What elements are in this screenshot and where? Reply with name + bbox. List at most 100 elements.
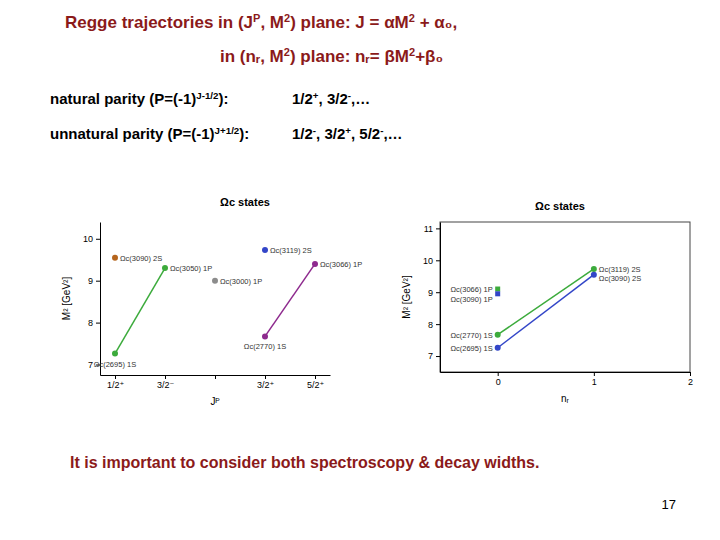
footer: It is important to consider both spectro… bbox=[70, 454, 539, 471]
y-axis-line bbox=[100, 223, 101, 376]
text-run: in (nᵣ, M bbox=[220, 47, 284, 66]
point-label: Ωc(3090) 2S bbox=[120, 254, 162, 263]
plot-area bbox=[495, 266, 597, 351]
y-tick: 9 bbox=[88, 276, 100, 286]
x-tick: 5/2⁺ bbox=[307, 375, 325, 390]
text-run: , M bbox=[260, 13, 284, 32]
text-run: + α₀, bbox=[415, 13, 457, 32]
text-run: ): bbox=[239, 125, 249, 142]
series-line bbox=[498, 275, 594, 348]
x-axis-title: Jᴾ bbox=[210, 396, 219, 407]
x-tick-label: 3/2⁻ bbox=[157, 380, 175, 390]
x-tick-mark bbox=[315, 375, 316, 379]
text-run: +β₀ bbox=[415, 47, 443, 66]
superscript: J+1/2 bbox=[215, 125, 240, 136]
data-point bbox=[312, 261, 318, 267]
y-tick: 8 bbox=[428, 320, 440, 330]
text-run: ,… bbox=[351, 90, 370, 107]
y-axis-title: M² [GeV²] bbox=[61, 277, 72, 321]
chart: 789101/2⁺3/2⁻3/2⁺5/2⁺Ωc statesM² [GeV²]J… bbox=[61, 196, 362, 407]
plot-area bbox=[112, 247, 318, 357]
data-point bbox=[262, 247, 268, 253]
point-label: Ωc(3090) 1P bbox=[450, 295, 492, 304]
x-tick-mark bbox=[215, 375, 216, 379]
title-line: Regge trajectories in (JP, M2) plane: J … bbox=[65, 12, 457, 32]
y-tick-mark bbox=[436, 356, 440, 357]
point-label: Ωc(3066) 1P bbox=[320, 260, 362, 269]
page-number: 17 bbox=[662, 497, 676, 512]
data-point bbox=[495, 291, 500, 296]
series-line bbox=[115, 268, 165, 354]
text-run: 1/2 bbox=[292, 90, 313, 107]
y-tick-label: 10 bbox=[83, 234, 93, 244]
y-tick-label: 11 bbox=[424, 224, 433, 234]
y-tick-mark bbox=[96, 239, 100, 240]
y-tick: 11 bbox=[424, 224, 440, 234]
bullet-label: unnatural parity (P=(-1)J+1/2): bbox=[50, 125, 249, 143]
y-tick-mark bbox=[436, 292, 440, 293]
x-tick-label: 3/2⁺ bbox=[257, 380, 275, 390]
chart-title: Ωc states bbox=[220, 196, 270, 208]
x-axis: 1/2⁺3/2⁻3/2⁺5/2⁺ bbox=[101, 375, 331, 390]
x-tick: 3/2⁻ bbox=[157, 375, 175, 390]
y-axis: 78910 bbox=[83, 223, 101, 376]
text-run: ) plane: J = αM bbox=[290, 13, 409, 32]
chart: 7891011012Ωc statesM² [GeV²]nᵣΩc(2770) 1… bbox=[401, 200, 693, 404]
bullet-label: natural parity (P=(-1)J-1/2): bbox=[50, 90, 229, 108]
x-tick-mark bbox=[265, 375, 266, 379]
data-point bbox=[162, 265, 168, 271]
point-label: Ωc(3090) 2S bbox=[599, 274, 641, 283]
y-tick: 9 bbox=[428, 288, 440, 298]
chart-title: Ωc states bbox=[535, 200, 585, 212]
series-line bbox=[498, 269, 594, 335]
y-tick-label: 9 bbox=[88, 276, 93, 286]
point-label: Ωc(3066) 1P bbox=[450, 285, 492, 294]
point-label: Ωc(2695) 1S bbox=[94, 360, 136, 369]
y-axis-title: M² [GeV²] bbox=[401, 275, 412, 319]
text-run: , 3/2 bbox=[316, 125, 345, 142]
point-label: Ωc(3050) 1P bbox=[170, 264, 212, 273]
data-point bbox=[112, 255, 118, 261]
superscript: P bbox=[253, 12, 260, 24]
y-axis-line bbox=[440, 223, 441, 373]
data-point bbox=[262, 333, 268, 339]
bullets: natural parity (P=(-1)J-1/2):1/2+, 3/2-,… bbox=[50, 90, 403, 143]
text-run: Regge trajectories in (J bbox=[65, 13, 253, 32]
y-tick: 7 bbox=[428, 351, 440, 361]
x-axis-line bbox=[441, 372, 691, 373]
x-axis-title: nᵣ bbox=[561, 393, 570, 404]
x-tick: 0 bbox=[496, 372, 501, 387]
y-tick-label: 8 bbox=[88, 318, 93, 328]
y-tick-label: 10 bbox=[423, 256, 433, 266]
plot-frame bbox=[440, 222, 690, 372]
x-tick-label: 1 bbox=[592, 377, 597, 387]
data-point bbox=[112, 351, 118, 357]
text-run: ,… bbox=[383, 125, 402, 142]
title-line: in (nᵣ, M2) plane: nᵣ= βM2+β₀ bbox=[220, 46, 443, 66]
y-tick: 10 bbox=[423, 256, 440, 266]
bullet-states: 1/2-, 3/2+, 5/2-,… bbox=[292, 125, 403, 143]
x-tick-mark bbox=[115, 375, 116, 379]
data-point bbox=[495, 345, 501, 351]
data-point bbox=[212, 278, 218, 284]
y-tick-mark bbox=[96, 323, 100, 324]
x-tick-mark bbox=[690, 372, 691, 376]
x-tick bbox=[215, 375, 216, 379]
y-tick-mark bbox=[96, 281, 100, 282]
y-tick-label: 7 bbox=[428, 351, 433, 361]
x-tick: 3/2⁺ bbox=[257, 375, 275, 390]
text-run: ) plane: nᵣ= βM bbox=[290, 47, 409, 66]
y-tick-mark bbox=[436, 260, 440, 261]
point-label: Ωc(2770) 1S bbox=[244, 342, 286, 351]
y-tick: 8 bbox=[88, 318, 100, 328]
y-tick: 10 bbox=[83, 234, 100, 244]
point-label: Ωc(3119) 2S bbox=[599, 265, 641, 274]
data-point bbox=[495, 287, 500, 292]
y-tick-label: 9 bbox=[428, 288, 433, 298]
text-run: , 5/2 bbox=[351, 125, 380, 142]
x-tick-label: 5/2⁺ bbox=[307, 380, 325, 390]
superscript: J-1/2 bbox=[196, 90, 219, 101]
text-run: unnatural parity (P=(-1) bbox=[50, 125, 215, 142]
y-tick-mark bbox=[436, 228, 440, 229]
x-tick-mark bbox=[594, 372, 595, 376]
